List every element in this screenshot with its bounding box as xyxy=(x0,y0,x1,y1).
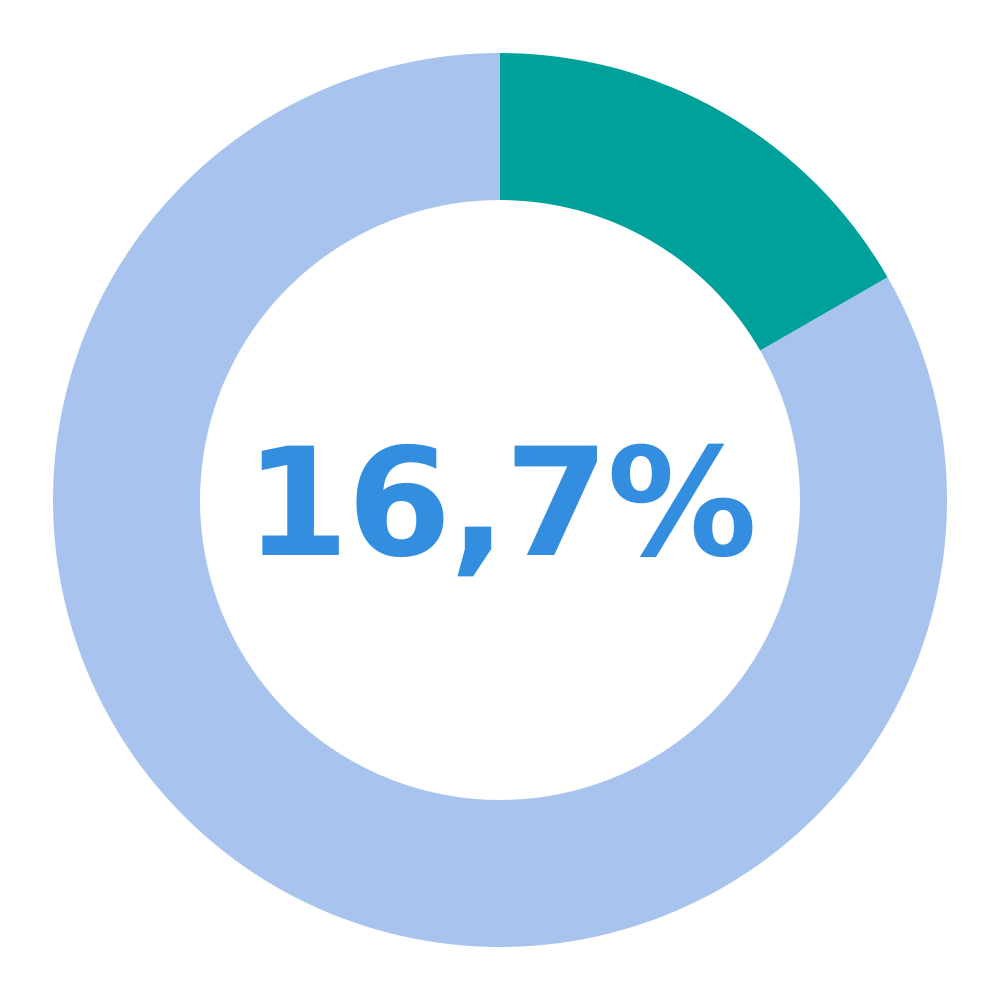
center-percentage-label: 16,7% xyxy=(245,417,755,591)
donut-slice-0 xyxy=(500,53,888,351)
donut-slice-1 xyxy=(53,53,947,947)
donut-slices xyxy=(53,53,947,947)
